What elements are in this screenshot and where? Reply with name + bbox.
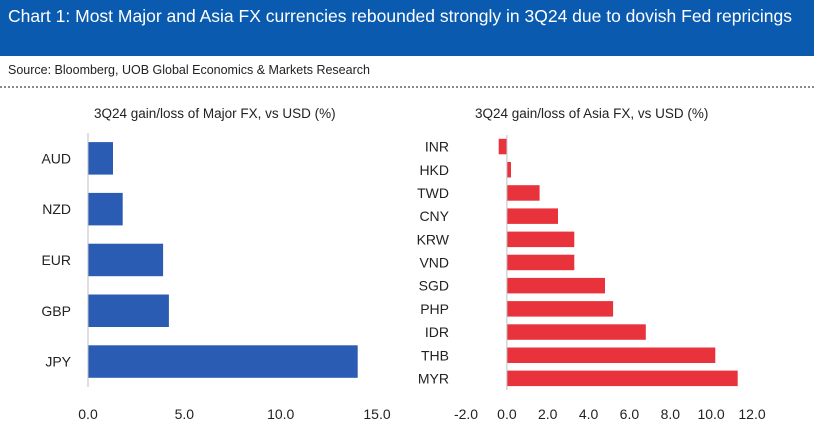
major-fx-bar-nzd xyxy=(88,192,123,226)
asia-fx-category-label: MYR xyxy=(418,370,449,386)
asia-fx-x-tick-label: 12.0 xyxy=(738,406,765,422)
asia-fx-x-tick-label: -2.0 xyxy=(454,406,478,422)
major-fx-x-tick-label: 0.0 xyxy=(78,406,98,422)
source-note: Source: Bloomberg, UOB Global Economics … xyxy=(8,63,370,77)
asia-fx-bar-krw xyxy=(506,231,575,248)
asia-fx-category-label: IDR xyxy=(425,324,449,340)
major-fx-category-label: GBP xyxy=(41,303,71,319)
major-fx-bar-eur xyxy=(88,243,164,277)
major-fx-category-label: JPY xyxy=(45,354,71,370)
asia-fx-x-tick-label: 4.0 xyxy=(579,406,599,422)
asia-fx-category-label: HKD xyxy=(419,162,449,178)
major-fx-category-label: AUD xyxy=(41,150,71,166)
asia-fx-bar-thb xyxy=(506,347,716,363)
asia-fx-category-label: KRW xyxy=(417,231,450,247)
major-fx-x-tick-label: 10.0 xyxy=(267,406,294,422)
asia-fx-bar-twd xyxy=(506,185,540,201)
asia-fx-category-label: VND xyxy=(419,255,449,271)
asia-fx-bar-idr xyxy=(506,324,646,340)
asia-fx-bar-hkd xyxy=(506,162,511,178)
chart-header: Chart 1: Most Major and Asia FX currenci… xyxy=(0,0,814,56)
asia-fx-category-label: SGD xyxy=(419,278,449,294)
asia-fx-category-label: CNY xyxy=(419,208,449,224)
major-fx-category-label: EUR xyxy=(41,252,71,268)
asia-fx-bar-php xyxy=(506,301,614,317)
asia-fx-bar-myr xyxy=(506,370,738,387)
asia-fx-chart-title: 3Q24 gain/loss of Asia FX, vs USD (%) xyxy=(475,106,709,121)
asia-fx-x-tick-label: 10.0 xyxy=(697,406,724,422)
major-fx-category-label: NZD xyxy=(42,201,71,217)
asia-fx-category-label: THB xyxy=(421,347,449,363)
major-fx-chart-title: 3Q24 gain/loss of Major FX, vs USD (%) xyxy=(94,106,336,121)
asia-fx-category-label: INR xyxy=(425,139,449,155)
asia-fx-x-tick-label: 8.0 xyxy=(661,406,681,422)
chart-main-title: Chart 1: Most Major and Asia FX currenci… xyxy=(8,6,793,26)
asia-fx-x-tick-label: 2.0 xyxy=(538,406,558,422)
dotted-divider xyxy=(0,86,814,88)
major-fx-x-tick-label: 5.0 xyxy=(175,406,195,422)
asia-fx-bar-inr xyxy=(498,138,507,155)
asia-fx-bar-cny xyxy=(506,208,558,224)
asia-fx-bar-vnd xyxy=(506,254,575,271)
asia-fx-x-tick-label: 6.0 xyxy=(620,406,640,422)
asia-fx-category-label: PHP xyxy=(420,301,449,317)
asia-fx-x-tick-label: 0.0 xyxy=(497,406,517,422)
asia-fx-bar-sgd xyxy=(506,277,605,294)
major-fx-bar-jpy xyxy=(88,345,358,378)
major-fx-bar-gbp xyxy=(88,294,169,327)
asia-fx-category-label: TWD xyxy=(417,185,449,201)
major-fx-x-tick-label: 15.0 xyxy=(363,406,390,422)
major-fx-bar-aud xyxy=(88,142,113,175)
